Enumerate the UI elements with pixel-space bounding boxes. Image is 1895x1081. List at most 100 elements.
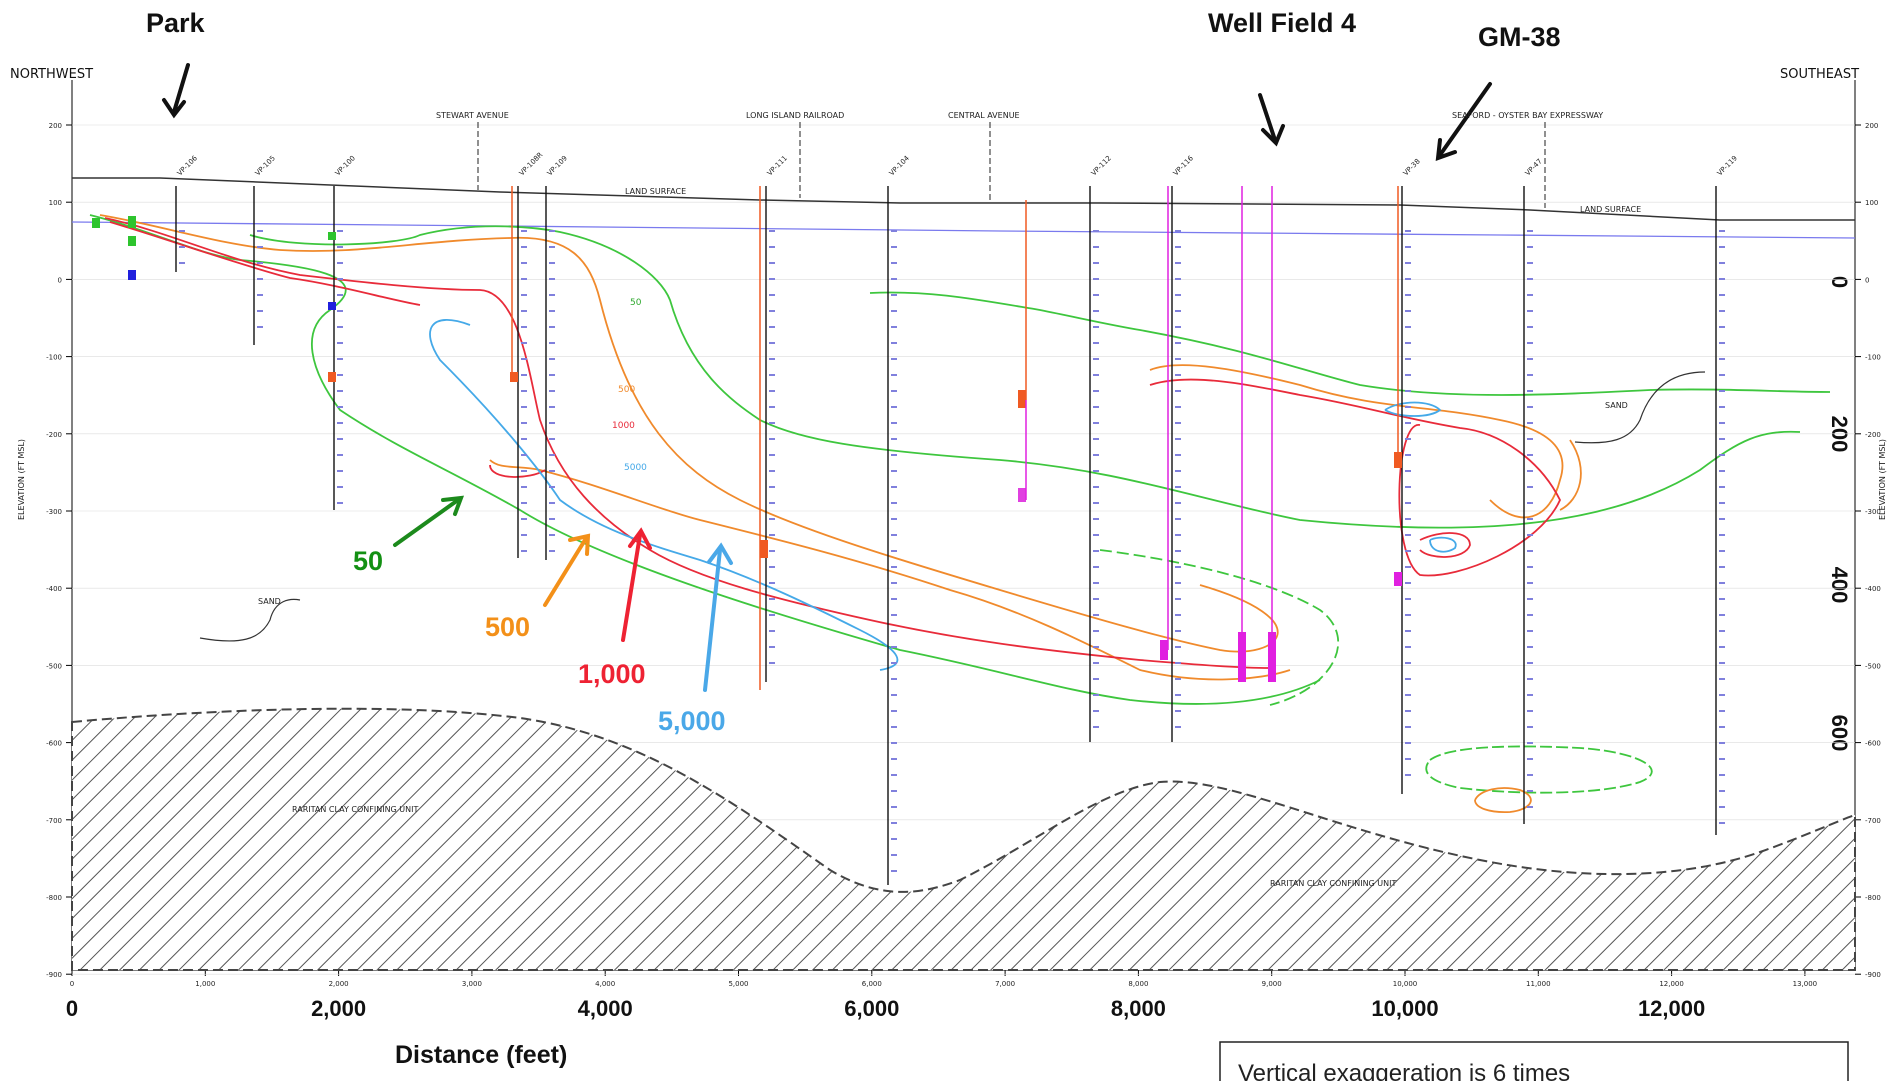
sample-tick — [1405, 470, 1411, 472]
sample-tick — [891, 662, 897, 664]
sample-tick — [769, 358, 775, 360]
contour-50 — [89, 214, 1831, 794]
sample-tick — [1719, 758, 1725, 760]
sample-tick — [1527, 470, 1533, 472]
y-tick-label-left: -700 — [46, 817, 62, 825]
sample-tick — [891, 230, 897, 232]
sample-tick — [1719, 774, 1725, 776]
sample-tick — [891, 614, 897, 616]
y-tick-label-right: 200 — [1865, 122, 1878, 130]
sample-tick — [521, 422, 527, 424]
note-text: Vertical exaggeration is 6 times — [1238, 1060, 1570, 1081]
sample-tick — [521, 310, 527, 312]
sample-tick — [1719, 822, 1725, 824]
legend-50-label: 50 — [353, 546, 383, 576]
sample-tick — [1719, 310, 1725, 312]
y-tick-label-left: -100 — [46, 354, 62, 362]
sample-tick — [521, 278, 527, 280]
sample-tick — [521, 358, 527, 360]
sample-tick — [1405, 438, 1411, 440]
x-tick-label-small: 1,000 — [195, 980, 215, 988]
sample-tick — [891, 374, 897, 376]
x-tick-label-large: 0 — [66, 996, 78, 1021]
contour-500 — [99, 214, 1582, 813]
sample-tick — [891, 310, 897, 312]
sample-tick — [1719, 454, 1725, 456]
sample-tick — [549, 518, 555, 520]
road-markers — [477, 122, 1546, 208]
sample-tick — [1527, 790, 1533, 792]
sample-tick — [1093, 470, 1099, 472]
sample-tick — [1175, 678, 1181, 680]
clay-label-right: RARITAN CLAY CONFINING UNIT — [1270, 879, 1396, 888]
sample-tick — [1093, 582, 1099, 584]
sample-tick — [1175, 502, 1181, 504]
sample-tick — [1175, 326, 1181, 328]
sample-tick — [1093, 278, 1099, 280]
sample-tick — [1527, 422, 1533, 424]
sample-tick — [1175, 358, 1181, 360]
sample-tick — [1093, 438, 1099, 440]
sample-tick — [179, 262, 185, 264]
sample-tick — [337, 310, 343, 312]
y-tick-label-left: 200 — [49, 122, 62, 130]
y-tick-label-left: -600 — [46, 740, 62, 748]
sample-tick — [1175, 374, 1181, 376]
sample-tick — [1093, 454, 1099, 456]
sample-tick — [521, 342, 527, 344]
sample-tick — [1175, 662, 1181, 664]
sample-tick — [1719, 550, 1725, 552]
sample-tick — [891, 742, 897, 744]
sample-tick — [521, 518, 527, 520]
sample-tick — [1527, 742, 1533, 744]
inline-1000: 1000 — [612, 421, 635, 431]
sand-leader-left — [199, 598, 301, 642]
sample-tick — [1093, 726, 1099, 728]
sample-tick — [1527, 646, 1533, 648]
gm38-label: GM-38 — [1478, 22, 1561, 52]
sample-tick — [549, 406, 555, 408]
x-axis-title: Distance (feet) — [395, 1041, 567, 1069]
sample-tick — [1093, 502, 1099, 504]
sample-tick — [1527, 598, 1533, 600]
sample-tick — [1527, 614, 1533, 616]
sample-tick — [1719, 278, 1725, 280]
sample-tick — [1719, 422, 1725, 424]
sample-tick — [891, 582, 897, 584]
sample-tick — [1405, 742, 1411, 744]
land-surface-line — [72, 177, 1855, 221]
sample-tick — [891, 550, 897, 552]
sample-tick — [891, 534, 897, 536]
sample-tick — [1175, 438, 1181, 440]
sample-tick — [549, 246, 555, 248]
sample-tick — [337, 278, 343, 280]
y-tick-label-left: -300 — [46, 508, 62, 516]
y-tick-label-left: -200 — [46, 431, 62, 439]
sample-tick — [1527, 486, 1533, 488]
depth-tick-label: 400 — [1827, 567, 1852, 604]
sample-tick — [521, 454, 527, 456]
sample-tick — [1405, 678, 1411, 680]
sample-tick — [1175, 406, 1181, 408]
sample-tick — [1175, 422, 1181, 424]
sample-tick — [769, 454, 775, 456]
sample-tick — [1405, 294, 1411, 296]
sample-tick — [1093, 630, 1099, 632]
x-tick-label-large: 10,000 — [1371, 996, 1438, 1021]
sample-tick — [1527, 630, 1533, 632]
legend-500-label: 500 — [485, 612, 530, 642]
y-tick-label-right: -900 — [1865, 971, 1881, 979]
sample-tick — [891, 694, 897, 696]
sample-tick — [891, 710, 897, 712]
sample-tick — [1405, 406, 1411, 408]
sample-tick — [337, 358, 343, 360]
sample-tick — [891, 726, 897, 728]
note-box — [1219, 1041, 1849, 1081]
sample-tick — [1719, 230, 1725, 232]
sample-tick — [769, 390, 775, 392]
sample-tick — [891, 358, 897, 360]
sample-tick — [1719, 710, 1725, 712]
x-tick-label-large: 2,000 — [311, 996, 366, 1021]
sample-tick — [891, 470, 897, 472]
road-seaford: SEAFORD - OYSTER BAY EXPRESSWAY — [1452, 111, 1603, 120]
